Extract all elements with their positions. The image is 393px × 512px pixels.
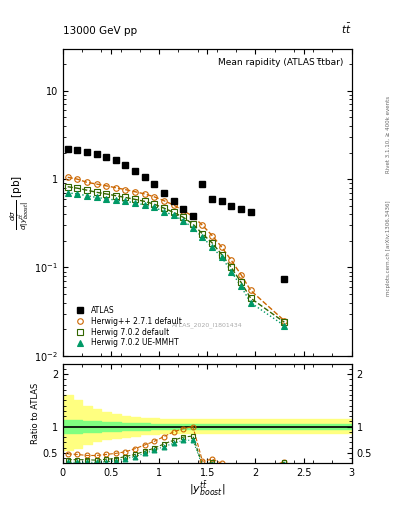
Herwig++ 2.7.1 default <box>219 244 224 250</box>
Legend: ATLAS, Herwig++ 2.7.1 default, Herwig 7.0.2 default, Herwig 7.0.2 UE-MMHT: ATLAS, Herwig++ 2.7.1 default, Herwig 7.… <box>70 304 184 349</box>
Herwig++ 2.7.1 default <box>65 174 70 180</box>
Herwig++ 2.7.1 default <box>210 232 215 239</box>
Herwig 7.0.2 UE-MMHT <box>191 225 195 231</box>
Herwig 7.0.2 UE-MMHT <box>171 212 176 218</box>
Text: ATLAS_2020_I1801434: ATLAS_2020_I1801434 <box>172 322 243 328</box>
Herwig 7.0.2 default <box>75 185 80 191</box>
Text: 13000 GeV pp: 13000 GeV pp <box>63 26 137 36</box>
Herwig 7.0.2 default <box>229 264 234 270</box>
Herwig++ 2.7.1 default <box>200 222 205 228</box>
Herwig++ 2.7.1 default <box>104 183 108 189</box>
Line: Herwig 7.0.2 default: Herwig 7.0.2 default <box>65 184 287 325</box>
Herwig 7.0.2 UE-MMHT <box>133 200 138 206</box>
Herwig 7.0.2 default <box>162 205 166 211</box>
Herwig 7.0.2 default <box>191 221 195 227</box>
Herwig 7.0.2 default <box>104 191 108 197</box>
Herwig 7.0.2 UE-MMHT <box>219 254 224 261</box>
X-axis label: $|y^{t\bar{t}}_{boost}|$: $|y^{t\bar{t}}_{boost}|$ <box>189 480 226 498</box>
ATLAS <box>191 213 195 219</box>
ATLAS <box>210 196 215 202</box>
Herwig 7.0.2 default <box>248 295 253 301</box>
Herwig++ 2.7.1 default <box>114 185 118 191</box>
Herwig++ 2.7.1 default <box>152 194 157 200</box>
Herwig 7.0.2 UE-MMHT <box>94 195 99 201</box>
ATLAS <box>282 275 287 282</box>
Herwig 7.0.2 default <box>152 201 157 207</box>
Herwig 7.0.2 default <box>84 187 89 193</box>
ATLAS <box>104 154 108 160</box>
Herwig++ 2.7.1 default <box>282 317 287 324</box>
Herwig++ 2.7.1 default <box>248 287 253 293</box>
Line: Herwig++ 2.7.1 default: Herwig++ 2.7.1 default <box>65 175 287 324</box>
ATLAS <box>181 206 185 212</box>
Herwig 7.0.2 default <box>171 209 176 216</box>
Text: Rivet 3.1.10, ≥ 400k events: Rivet 3.1.10, ≥ 400k events <box>386 96 391 173</box>
ATLAS <box>162 190 166 196</box>
ATLAS <box>123 162 128 168</box>
ATLAS <box>133 167 138 174</box>
Herwig 7.0.2 default <box>133 196 138 202</box>
Herwig 7.0.2 default <box>142 198 147 204</box>
Text: $t\bar{t}$: $t\bar{t}$ <box>341 22 352 36</box>
ATLAS <box>200 181 205 187</box>
ATLAS <box>65 146 70 152</box>
Herwig++ 2.7.1 default <box>75 176 80 182</box>
ATLAS <box>114 157 118 163</box>
Herwig 7.0.2 default <box>282 319 287 325</box>
Line: Herwig 7.0.2 UE-MMHT: Herwig 7.0.2 UE-MMHT <box>65 190 287 328</box>
Herwig 7.0.2 UE-MMHT <box>142 202 147 208</box>
Herwig 7.0.2 UE-MMHT <box>239 283 243 289</box>
Herwig++ 2.7.1 default <box>229 258 234 264</box>
Text: mcplots.cern.ch [arXiv:1306.3436]: mcplots.cern.ch [arXiv:1306.3436] <box>386 201 391 296</box>
Herwig 7.0.2 UE-MMHT <box>84 193 89 199</box>
Herwig 7.0.2 UE-MMHT <box>114 197 118 203</box>
ATLAS <box>75 147 80 153</box>
Herwig++ 2.7.1 default <box>191 213 195 219</box>
ATLAS <box>152 181 157 187</box>
Herwig 7.0.2 default <box>239 279 243 285</box>
Herwig++ 2.7.1 default <box>123 186 128 193</box>
Herwig 7.0.2 default <box>210 240 215 246</box>
Herwig 7.0.2 default <box>181 214 185 220</box>
Herwig 7.0.2 UE-MMHT <box>248 300 253 306</box>
Herwig++ 2.7.1 default <box>181 207 185 214</box>
ATLAS <box>229 203 234 209</box>
ATLAS <box>84 148 89 155</box>
Herwig 7.0.2 UE-MMHT <box>282 323 287 329</box>
Herwig++ 2.7.1 default <box>142 191 147 197</box>
Herwig 7.0.2 UE-MMHT <box>229 268 234 274</box>
Herwig++ 2.7.1 default <box>162 198 166 204</box>
Herwig 7.0.2 UE-MMHT <box>75 191 80 197</box>
ATLAS <box>171 198 176 204</box>
Herwig 7.0.2 UE-MMHT <box>104 196 108 202</box>
Herwig++ 2.7.1 default <box>171 202 176 208</box>
Herwig 7.0.2 default <box>219 251 224 258</box>
Herwig 7.0.2 UE-MMHT <box>210 244 215 250</box>
Y-axis label: Ratio to ATLAS: Ratio to ATLAS <box>31 383 40 444</box>
Line: ATLAS: ATLAS <box>64 146 287 282</box>
Herwig 7.0.2 default <box>200 231 205 237</box>
Herwig++ 2.7.1 default <box>133 189 138 195</box>
ATLAS <box>239 206 243 212</box>
Herwig 7.0.2 default <box>123 195 128 201</box>
Herwig 7.0.2 default <box>94 189 99 196</box>
Herwig++ 2.7.1 default <box>239 271 243 278</box>
Herwig 7.0.2 UE-MMHT <box>65 190 70 196</box>
ATLAS <box>142 174 147 180</box>
Herwig 7.0.2 UE-MMHT <box>181 218 185 224</box>
Herwig 7.0.2 default <box>114 193 118 199</box>
ATLAS <box>219 198 224 204</box>
Herwig 7.0.2 UE-MMHT <box>162 208 166 215</box>
Text: Mean rapidity (ATLAS t̅tbar): Mean rapidity (ATLAS t̅tbar) <box>218 58 343 67</box>
Herwig++ 2.7.1 default <box>94 181 99 187</box>
Y-axis label: $\frac{d\sigma}{d|y^{t\bar{t}}_{boost}|}\ \mathrm{[pb]}$: $\frac{d\sigma}{d|y^{t\bar{t}}_{boost}|}… <box>9 175 31 230</box>
ATLAS <box>94 151 99 157</box>
Herwig 7.0.2 UE-MMHT <box>152 204 157 210</box>
ATLAS <box>248 209 253 216</box>
Herwig++ 2.7.1 default <box>84 179 89 185</box>
Herwig 7.0.2 UE-MMHT <box>200 234 205 240</box>
Herwig 7.0.2 default <box>65 184 70 190</box>
Herwig 7.0.2 UE-MMHT <box>123 198 128 204</box>
